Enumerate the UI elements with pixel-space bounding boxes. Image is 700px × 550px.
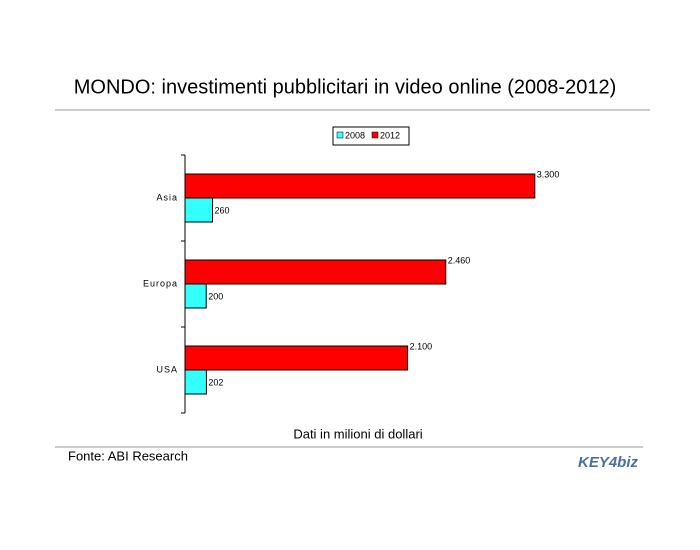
- logo: KEY4biz: [578, 454, 639, 471]
- y-tick-label: Europa: [143, 278, 178, 288]
- legend-label: 2012: [380, 130, 400, 140]
- source: Fonte: ABI Research: [68, 448, 188, 463]
- legend-swatch: [336, 131, 344, 139]
- y-tick-label: USA: [156, 364, 178, 374]
- data-label: 260: [215, 205, 230, 215]
- bar: [184, 369, 207, 395]
- bar: [184, 283, 207, 309]
- data-label: 2.100: [410, 341, 433, 351]
- legend-swatch: [371, 131, 379, 139]
- data-label: 202: [208, 377, 223, 387]
- data-label: 3.300: [537, 169, 560, 179]
- legend-box: [332, 126, 410, 146]
- bar: [184, 259, 447, 285]
- chart-title: MONDO: investimenti pubblicitari in vide…: [74, 76, 616, 98]
- y-tick-label: Asia: [156, 192, 178, 202]
- legend-label: 2008: [345, 130, 365, 140]
- data-label: 2.460: [448, 255, 471, 265]
- bar: [184, 173, 536, 199]
- bar: [184, 345, 409, 371]
- x-axis-label: Dati in milioni di dollari: [293, 426, 422, 441]
- bar: [184, 197, 214, 223]
- data-label: 200: [208, 291, 223, 301]
